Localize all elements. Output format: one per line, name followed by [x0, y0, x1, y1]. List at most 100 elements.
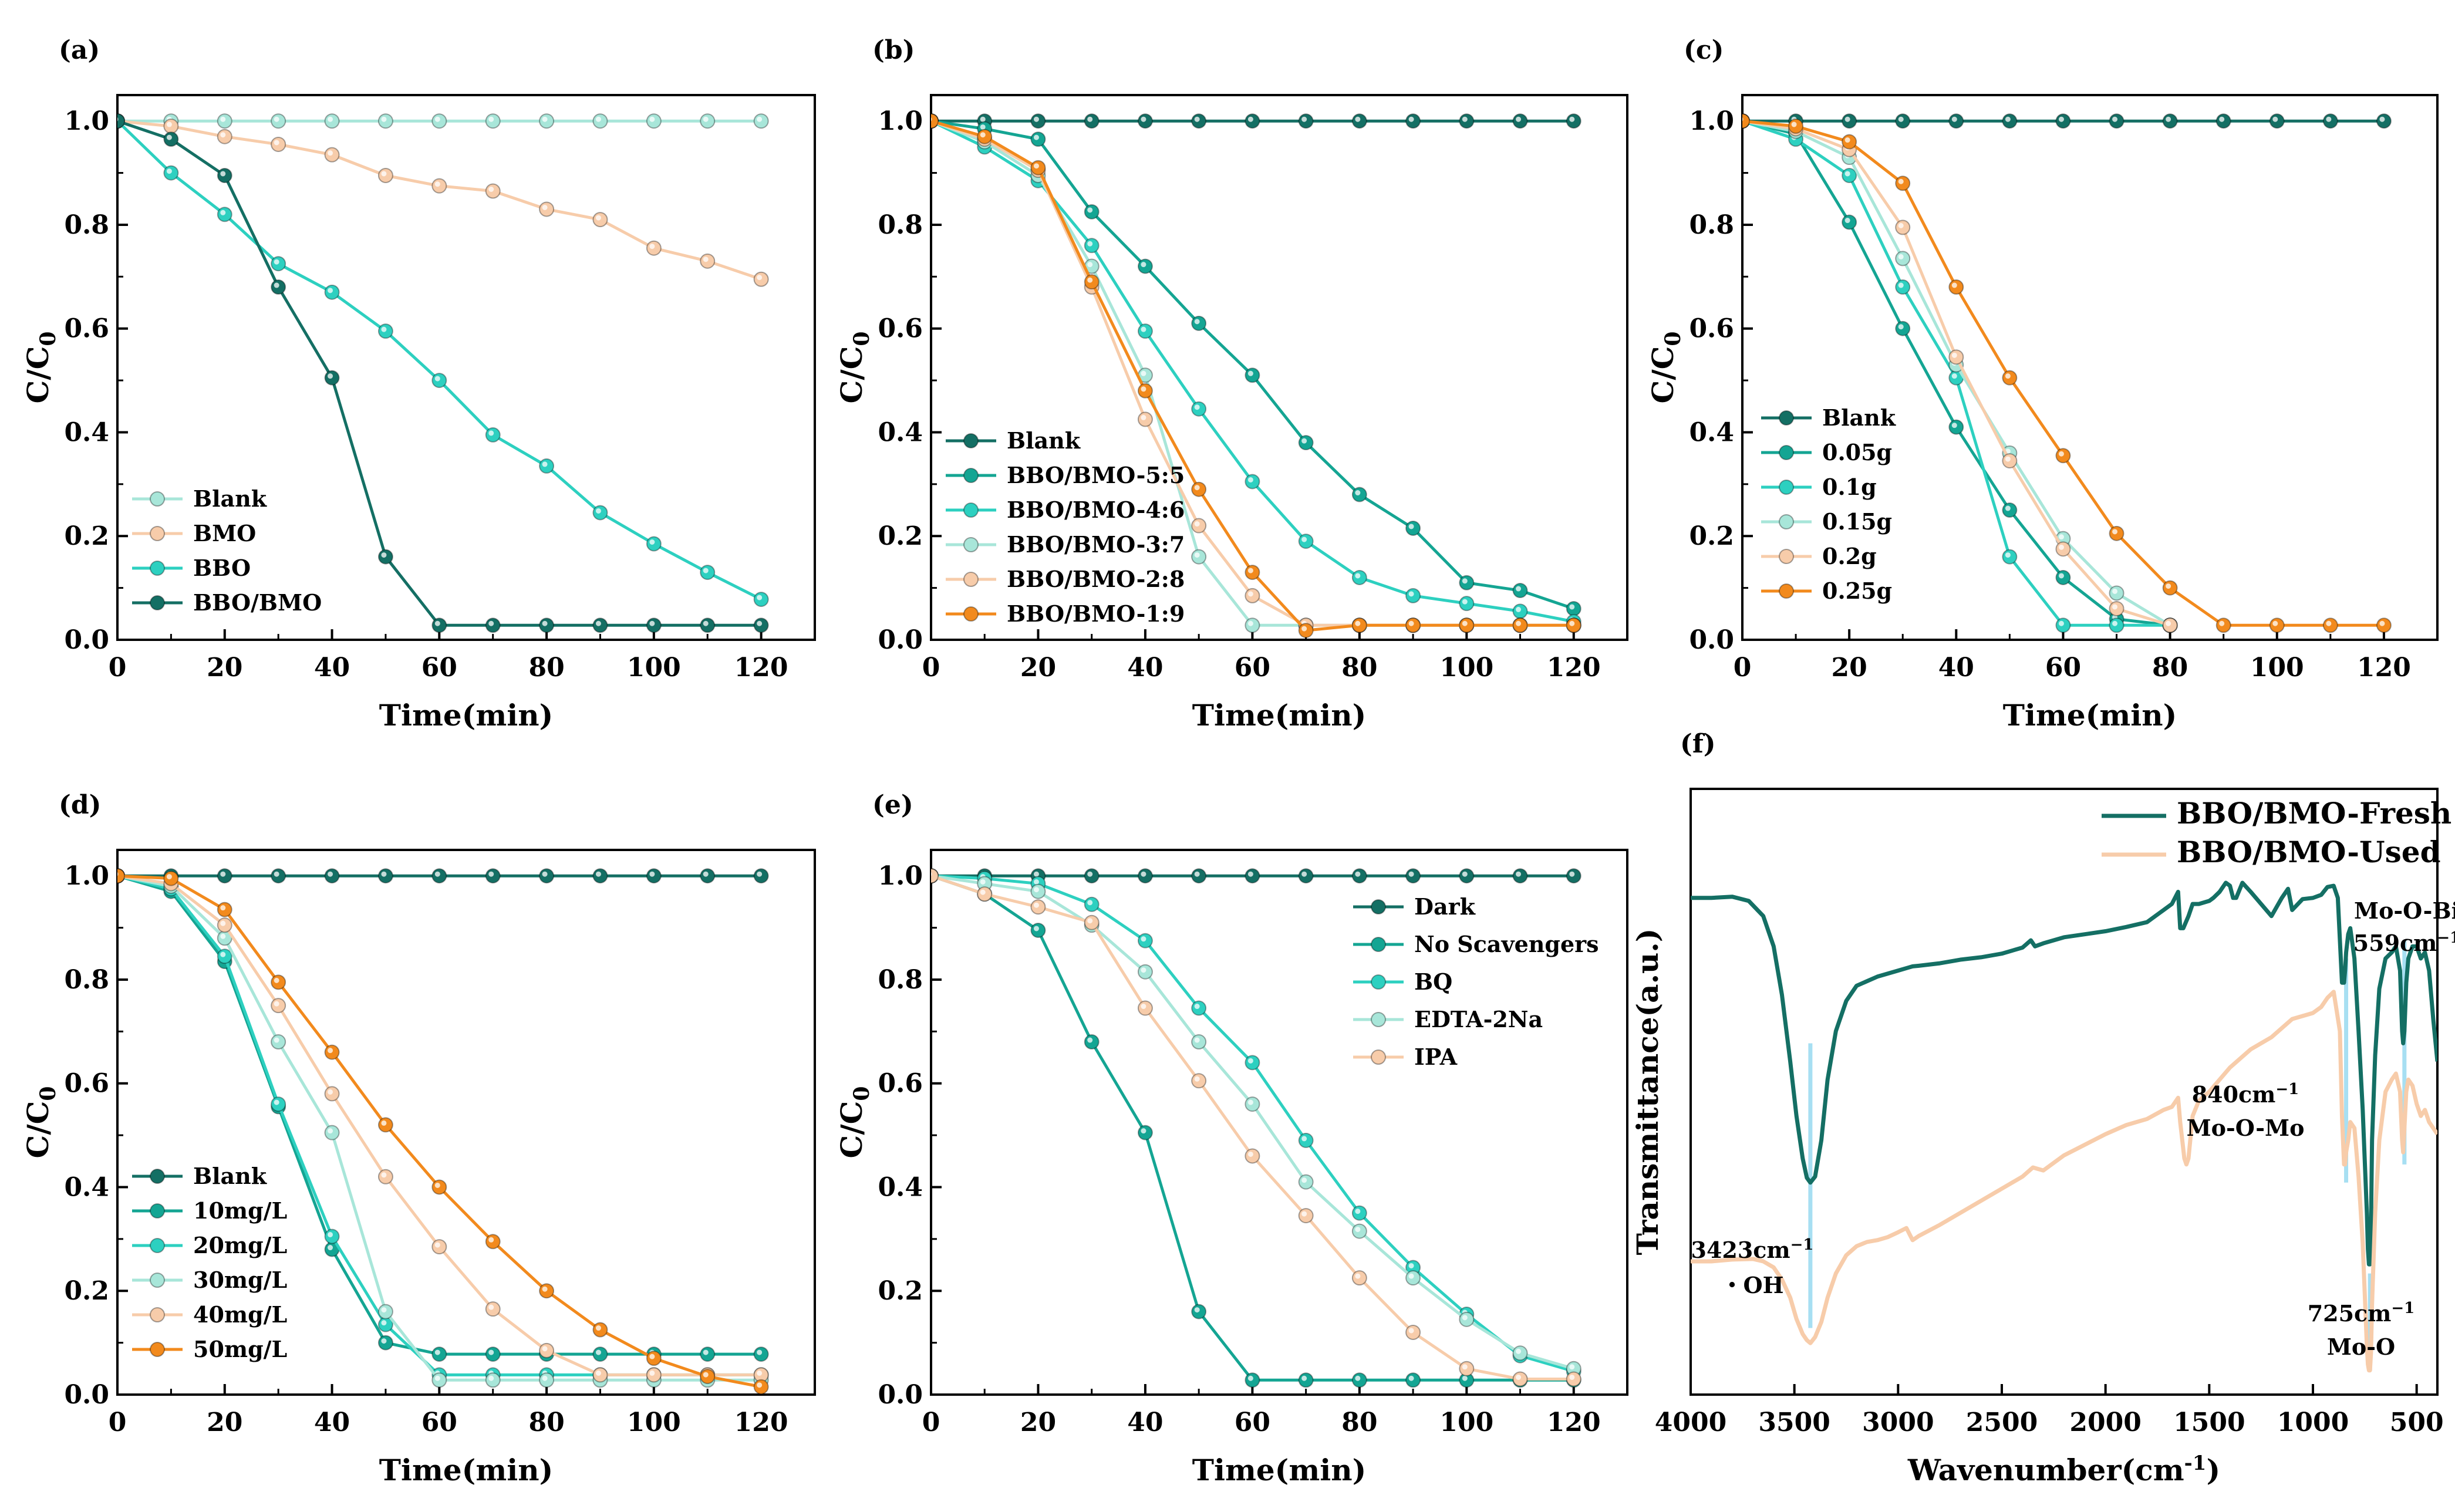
- legend-label: BBO/BMO: [193, 589, 322, 616]
- data-point-highlight: [2112, 529, 2118, 535]
- data-point-highlight: [381, 171, 387, 177]
- legend-swatch-marker: [963, 468, 979, 483]
- data-point: [1742, 113, 1750, 129]
- data-point-highlight: [1247, 477, 1253, 482]
- data-point-highlight: [649, 1354, 655, 1359]
- data-point-highlight: [1247, 620, 1253, 626]
- data-point-highlight: [2112, 116, 2118, 122]
- x-tick-label: 2000: [2069, 1408, 2141, 1437]
- data-point-highlight: [1516, 1374, 1522, 1380]
- data-point-highlight: [2379, 116, 2385, 122]
- legend-label: Dark: [1414, 893, 1476, 920]
- data-point-highlight: [1844, 218, 1850, 224]
- data-point-highlight: [1462, 116, 1468, 122]
- data-point-highlight: [542, 871, 548, 877]
- plot-area: [931, 868, 1581, 1388]
- data-point-highlight: [1569, 1364, 1575, 1370]
- legend-label: 30mg/L: [193, 1267, 287, 1293]
- data-point-highlight: [1408, 591, 1414, 597]
- data-point-highlight: [2005, 116, 2011, 122]
- data-point-highlight: [434, 871, 440, 877]
- series-line: [117, 874, 761, 1376]
- data-point-highlight: [2272, 620, 2278, 626]
- data-point-highlight: [1742, 117, 1744, 122]
- x-tick-label: 120: [2357, 653, 2411, 683]
- y-tick-label: 0.2: [64, 1276, 109, 1306]
- x-tick-label: 40: [1938, 653, 1974, 683]
- legend-swatch-marker: [150, 1307, 165, 1322]
- data-point: [117, 113, 125, 129]
- data-point-highlight: [2005, 552, 2011, 558]
- data-point-highlight: [595, 1349, 601, 1355]
- data-point-highlight: [1194, 1307, 1200, 1313]
- y-tick-label: 0.8: [878, 965, 923, 995]
- panel-c: (c) 0 20 40 60 80 100 120 0.0 0.2 0.4 0.6 0.8 1.0 Time…: [1645, 35, 2439, 733]
- y-axis-label: C/C0: [1645, 332, 1685, 404]
- data-point-highlight: [1355, 573, 1361, 579]
- data-point-highlight: [1516, 116, 1522, 122]
- data-point-highlight: [220, 905, 226, 911]
- data-point-highlight: [1898, 178, 1904, 184]
- legend-swatch-marker: [1779, 583, 1794, 599]
- data-point-highlight: [220, 116, 226, 122]
- data-point-highlight: [1033, 116, 1039, 122]
- x-tick-label: 2500: [1966, 1408, 2038, 1437]
- legend-swatch-marker: [1779, 514, 1794, 529]
- x-tick-label: 60: [2045, 653, 2081, 683]
- data-point-highlight: [649, 620, 655, 626]
- data-point-highlight: [2166, 583, 2171, 589]
- data-point-highlight: [328, 373, 333, 379]
- y-tick-label: 1.0: [1689, 106, 1734, 136]
- x-tick-label: 80: [528, 1408, 564, 1437]
- data-point-highlight: [1141, 116, 1146, 122]
- x-tick-label: 80: [2152, 653, 2188, 683]
- data-point-highlight: [2058, 544, 2064, 550]
- data-point-highlight: [1569, 620, 1575, 626]
- y-tick-label: 0.6: [64, 1069, 109, 1099]
- data-point-highlight: [274, 140, 279, 146]
- legend-label: Blank: [1007, 427, 1081, 454]
- x-tick-label: 1500: [2173, 1408, 2245, 1437]
- panel-label: (b): [872, 35, 915, 65]
- legend-label: 20mg/L: [193, 1232, 287, 1258]
- data-point-highlight: [2058, 451, 2064, 457]
- data-point-highlight: [328, 1128, 333, 1134]
- data-point-highlight: [434, 1349, 440, 1355]
- data-point-highlight: [274, 282, 279, 288]
- plot-area: [1691, 880, 2437, 1373]
- data-point-highlight: [1898, 254, 1904, 259]
- data-point-highlight: [488, 187, 494, 193]
- data-point-highlight: [488, 620, 494, 626]
- x-tick-label: 80: [1341, 1408, 1377, 1437]
- data-point-highlight: [980, 124, 986, 130]
- legend: BBO/BMO-Fresh BBO/BMO-Used: [2102, 796, 2451, 869]
- data-point-highlight: [1194, 552, 1200, 558]
- data-point-highlight: [1569, 1374, 1575, 1380]
- x-tick-label: 0: [109, 1408, 127, 1437]
- data-point-highlight: [1408, 1263, 1414, 1268]
- data-point-highlight: [1141, 871, 1146, 877]
- legend-swatch-marker: [150, 1342, 165, 1357]
- data-point-highlight: [1033, 871, 1039, 877]
- data-point-highlight: [328, 116, 333, 122]
- data-point-highlight: [542, 204, 548, 210]
- data-point-highlight: [1462, 1364, 1468, 1370]
- data-point-highlight: [381, 871, 387, 877]
- data-point-highlight: [542, 1375, 548, 1381]
- data-point-highlight: [1951, 423, 1957, 428]
- data-point-highlight: [2005, 505, 2011, 511]
- legend-label: BBO/BMO-4:6: [1007, 497, 1185, 523]
- data-point-highlight: [381, 1338, 387, 1344]
- data-point-highlight: [2326, 116, 2332, 122]
- data-point-highlight: [595, 116, 601, 122]
- y-axis-label: Transmittance(a.u.): [1630, 929, 1665, 1256]
- x-tick-label: 120: [1547, 653, 1601, 683]
- data-point-highlight: [220, 132, 226, 138]
- plot-frame: [930, 849, 1628, 1396]
- data-point-highlight: [1194, 521, 1200, 527]
- data-point-highlight: [2112, 604, 2118, 610]
- data-point-highlight: [1033, 134, 1039, 140]
- data-point-highlight: [649, 244, 655, 249]
- data-point-highlight: [1141, 262, 1146, 268]
- legend-swatch-marker: [1371, 899, 1386, 914]
